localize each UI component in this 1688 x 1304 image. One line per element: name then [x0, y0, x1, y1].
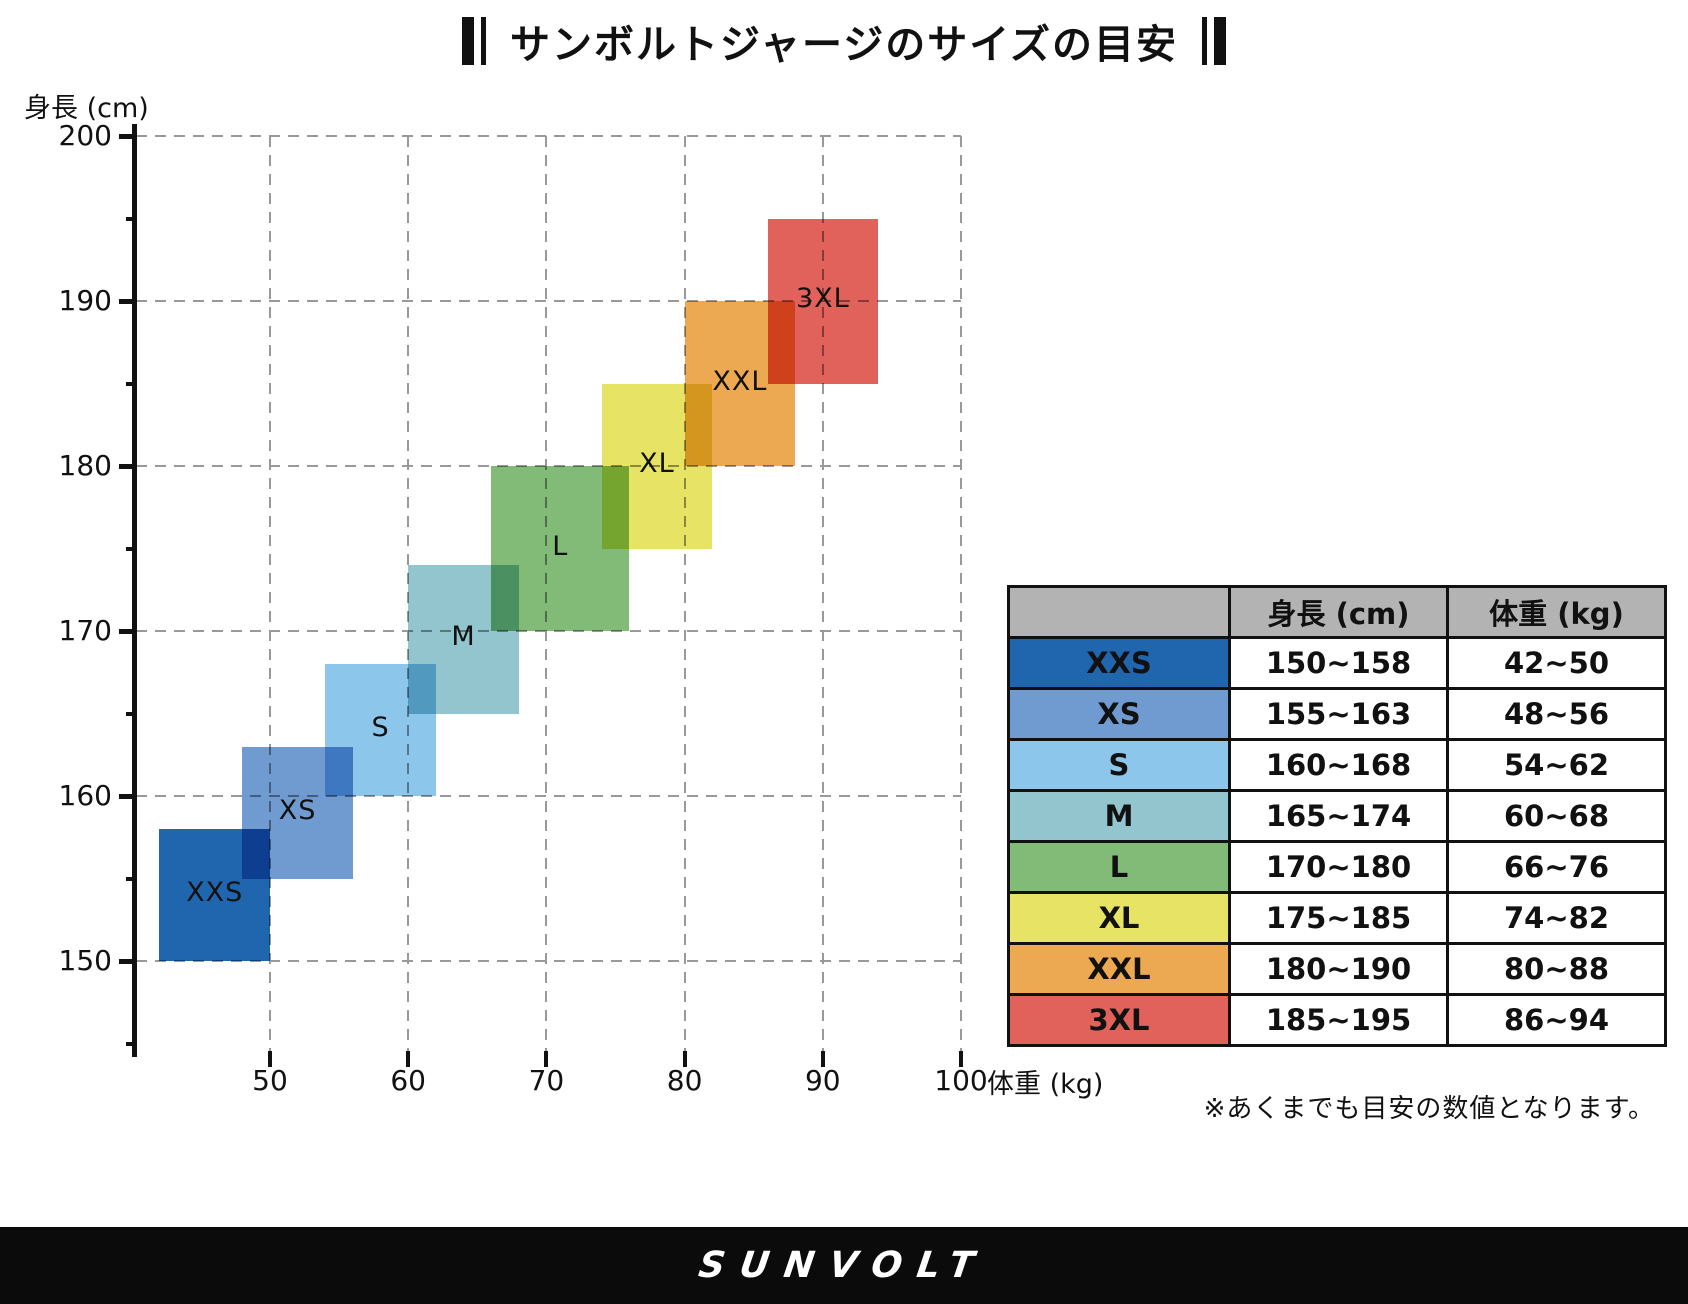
- size-table-header-row: 身長 (cm) 体重 (kg): [1007, 585, 1667, 639]
- x-axis-title: 体重 (kg): [987, 1069, 1104, 1100]
- size-rect-label-XXL: XXL: [712, 365, 768, 397]
- x-tick-80: [682, 1051, 687, 1067]
- height-cell-M: 165~174: [1228, 789, 1449, 843]
- y-minor-tick-165: [126, 711, 137, 716]
- gridline-x-50: [269, 136, 271, 1057]
- height-cell-XS: 155~163: [1228, 687, 1449, 741]
- title-right-bars-icon: [1202, 17, 1226, 65]
- x-tick-label-100: 100: [934, 1064, 988, 1097]
- height-cell-XL: 175~185: [1228, 891, 1449, 945]
- y-minor-tick-145: [126, 1041, 137, 1046]
- title-left-bars-icon: [462, 17, 486, 65]
- y-tick-label-180: 180: [58, 449, 112, 482]
- weight-cell-M: 60~68: [1446, 789, 1667, 843]
- size-cell-L: L: [1007, 840, 1231, 894]
- x-tick-label-90: 90: [804, 1064, 841, 1097]
- sunvolt-logo: SUNVOLT: [696, 1245, 992, 1286]
- height-cell-3XL: 185~195: [1228, 993, 1449, 1047]
- size-rect-label-M: M: [451, 621, 476, 653]
- page-title-row: サンボルトジャージのサイズの目安: [0, 12, 1688, 70]
- y-tick-200: [119, 134, 137, 139]
- weight-cell-3XL: 86~94: [1446, 993, 1667, 1047]
- gridline-y-200: [136, 135, 961, 137]
- page-title: サンボルトジャージのサイズの目安: [510, 22, 1178, 68]
- table-row-XL: XL 175~185 74~82: [1007, 891, 1667, 945]
- x-tick-60: [406, 1051, 411, 1067]
- y-tick-170: [119, 629, 137, 634]
- gridline-y-170: [136, 630, 961, 632]
- weight-cell-XXS: 42~50: [1446, 636, 1667, 690]
- y-tick-160: [119, 794, 137, 799]
- size-cell-XL: XL: [1007, 891, 1231, 945]
- x-tick-label-60: 60: [390, 1064, 426, 1097]
- height-cell-S: 160~168: [1228, 738, 1449, 792]
- footer-bar: SUNVOLT: [0, 1227, 1688, 1304]
- x-tick-50: [268, 1051, 272, 1067]
- table-row-S: S 160~168 54~62: [1007, 738, 1667, 792]
- weight-cell-XXL: 80~88: [1446, 942, 1667, 996]
- height-cell-XXL: 180~190: [1228, 942, 1449, 996]
- x-tick-label-50: 50: [252, 1064, 288, 1097]
- y-tick-label-200: 200: [58, 119, 112, 152]
- gridline-y-150: [136, 960, 961, 962]
- weight-cell-XS: 48~56: [1446, 687, 1667, 741]
- table-row-3XL: 3XL 185~195 86~94: [1007, 993, 1667, 1047]
- y-axis-title: 身長 (cm): [24, 93, 149, 124]
- table-row-XS: XS 155~163 48~56: [1007, 687, 1667, 741]
- gridline-x-100: [960, 136, 962, 1057]
- table-row-L: L 170~180 66~76: [1007, 840, 1667, 894]
- x-tick-label-80: 80: [666, 1064, 703, 1097]
- header-cell-0: [1007, 585, 1231, 639]
- y-tick-label-170: 170: [58, 614, 112, 647]
- size-rect-3XL: [767, 218, 879, 384]
- y-tick-180: [119, 464, 137, 469]
- weight-cell-L: 66~76: [1446, 840, 1667, 894]
- size-rect-label-S: S: [371, 712, 390, 743]
- y-tick-150: [119, 959, 137, 964]
- header-cell-2: 体重 (kg): [1446, 585, 1667, 639]
- size-rect-label-L: L: [552, 530, 569, 562]
- y-minor-tick-175: [126, 546, 137, 551]
- y-tick-label-190: 190: [58, 284, 112, 317]
- table-note: ※あくまでも目安の数値となります。: [1203, 1094, 1655, 1124]
- weight-cell-XL: 74~82: [1446, 891, 1667, 945]
- x-tick-label-70: 70: [528, 1064, 565, 1097]
- weight-cell-S: 54~62: [1446, 738, 1667, 792]
- gridline-x-90: [821, 136, 824, 1057]
- size-cell-S: S: [1007, 738, 1231, 792]
- x-tick-100: [959, 1051, 963, 1067]
- size-rect-label-XXS: XXS: [186, 877, 244, 908]
- size-rect-label-3XL: 3XL: [795, 283, 850, 314]
- x-tick-90: [820, 1051, 825, 1067]
- size-rect-label-XS: XS: [278, 794, 317, 826]
- size-cell-M: M: [1007, 789, 1231, 843]
- gridline-x-80: [683, 136, 686, 1057]
- gridline-y-160: [136, 795, 961, 797]
- header-cell-1: 身長 (cm): [1228, 585, 1449, 639]
- table-row-M: M 165~174 60~68: [1007, 789, 1667, 843]
- height-cell-L: 170~180: [1228, 840, 1449, 894]
- size-cell-XXL: XXL: [1007, 942, 1231, 996]
- size-cell-XXS: XXS: [1007, 636, 1231, 690]
- y-minor-tick-155: [126, 876, 137, 881]
- y-tick-label-160: 160: [58, 779, 112, 812]
- height-cell-XXS: 150~158: [1228, 636, 1449, 690]
- table-row-XXS: XXS 150~158 42~50: [1007, 636, 1667, 690]
- y-tick-label-150: 150: [58, 944, 112, 977]
- size-table: 身長 (cm) 体重 (kg) XXS 150~158 42~50 XS 155~163 48…: [1007, 585, 1667, 1047]
- y-minor-tick-195: [126, 216, 137, 221]
- y-minor-tick-185: [126, 381, 137, 386]
- size-rect-label-XL: XL: [639, 448, 675, 479]
- y-tick-190: [119, 299, 137, 304]
- x-tick-70: [544, 1051, 549, 1067]
- table-row-XXL: XXL 180~190 80~88: [1007, 942, 1667, 996]
- gridline-y-190: [136, 300, 961, 302]
- y-axis-line: [132, 124, 137, 1057]
- size-cell-XS: XS: [1007, 687, 1231, 741]
- size-cell-3XL: 3XL: [1007, 993, 1231, 1047]
